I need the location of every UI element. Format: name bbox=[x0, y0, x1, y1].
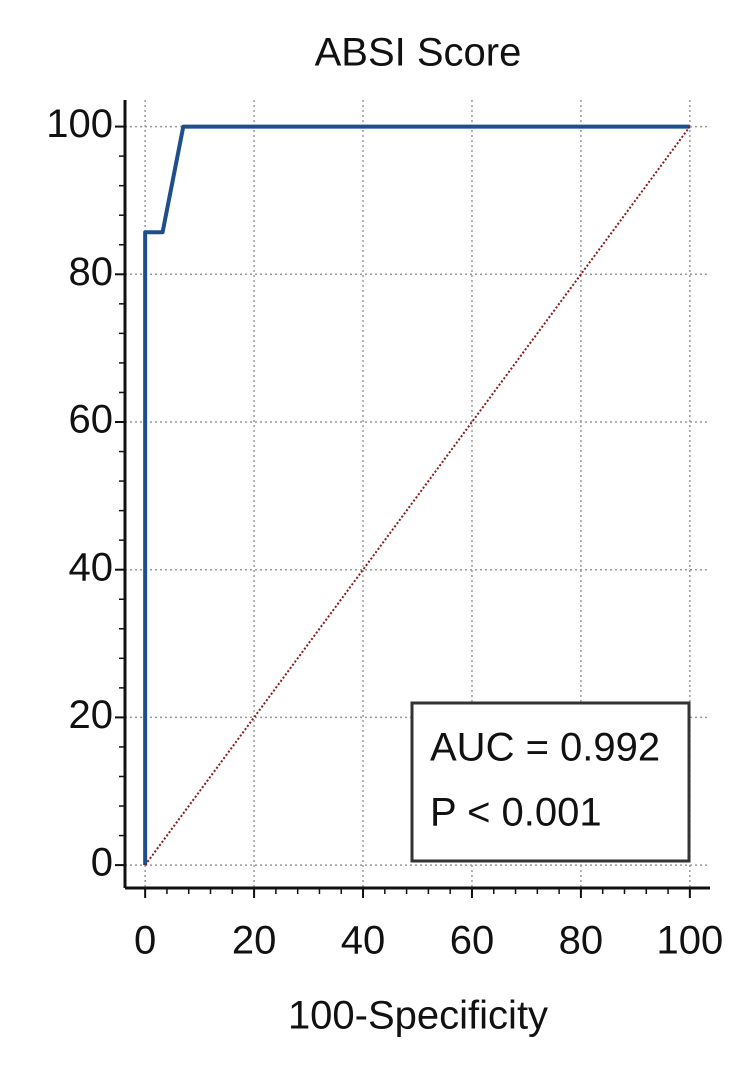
y-tick-label: 80 bbox=[69, 250, 114, 294]
x-tick-label: 100 bbox=[656, 919, 723, 963]
x-tick-label: 80 bbox=[559, 919, 604, 963]
y-tick-label: 100 bbox=[46, 102, 113, 146]
chart-title: ABSI Score bbox=[315, 31, 522, 75]
annotation: AUC = 0.992 bbox=[430, 726, 660, 770]
x-tick-label: 0 bbox=[134, 919, 156, 963]
x-axis-label: 100-Specificity bbox=[288, 994, 548, 1038]
y-tick-label: 40 bbox=[69, 545, 114, 589]
y-tick-label: 60 bbox=[69, 398, 114, 442]
y-tick-label: 0 bbox=[91, 841, 113, 885]
y-tick-label: 20 bbox=[69, 693, 114, 737]
reference-line bbox=[144, 125, 691, 866]
x-tick-label: 60 bbox=[450, 919, 495, 963]
annotation: P < 0.001 bbox=[430, 791, 602, 835]
x-tick-label: 40 bbox=[341, 919, 386, 963]
roc-curve bbox=[143, 124, 690, 866]
annotation-box bbox=[410, 701, 691, 863]
x-tick-label: 20 bbox=[232, 919, 277, 963]
